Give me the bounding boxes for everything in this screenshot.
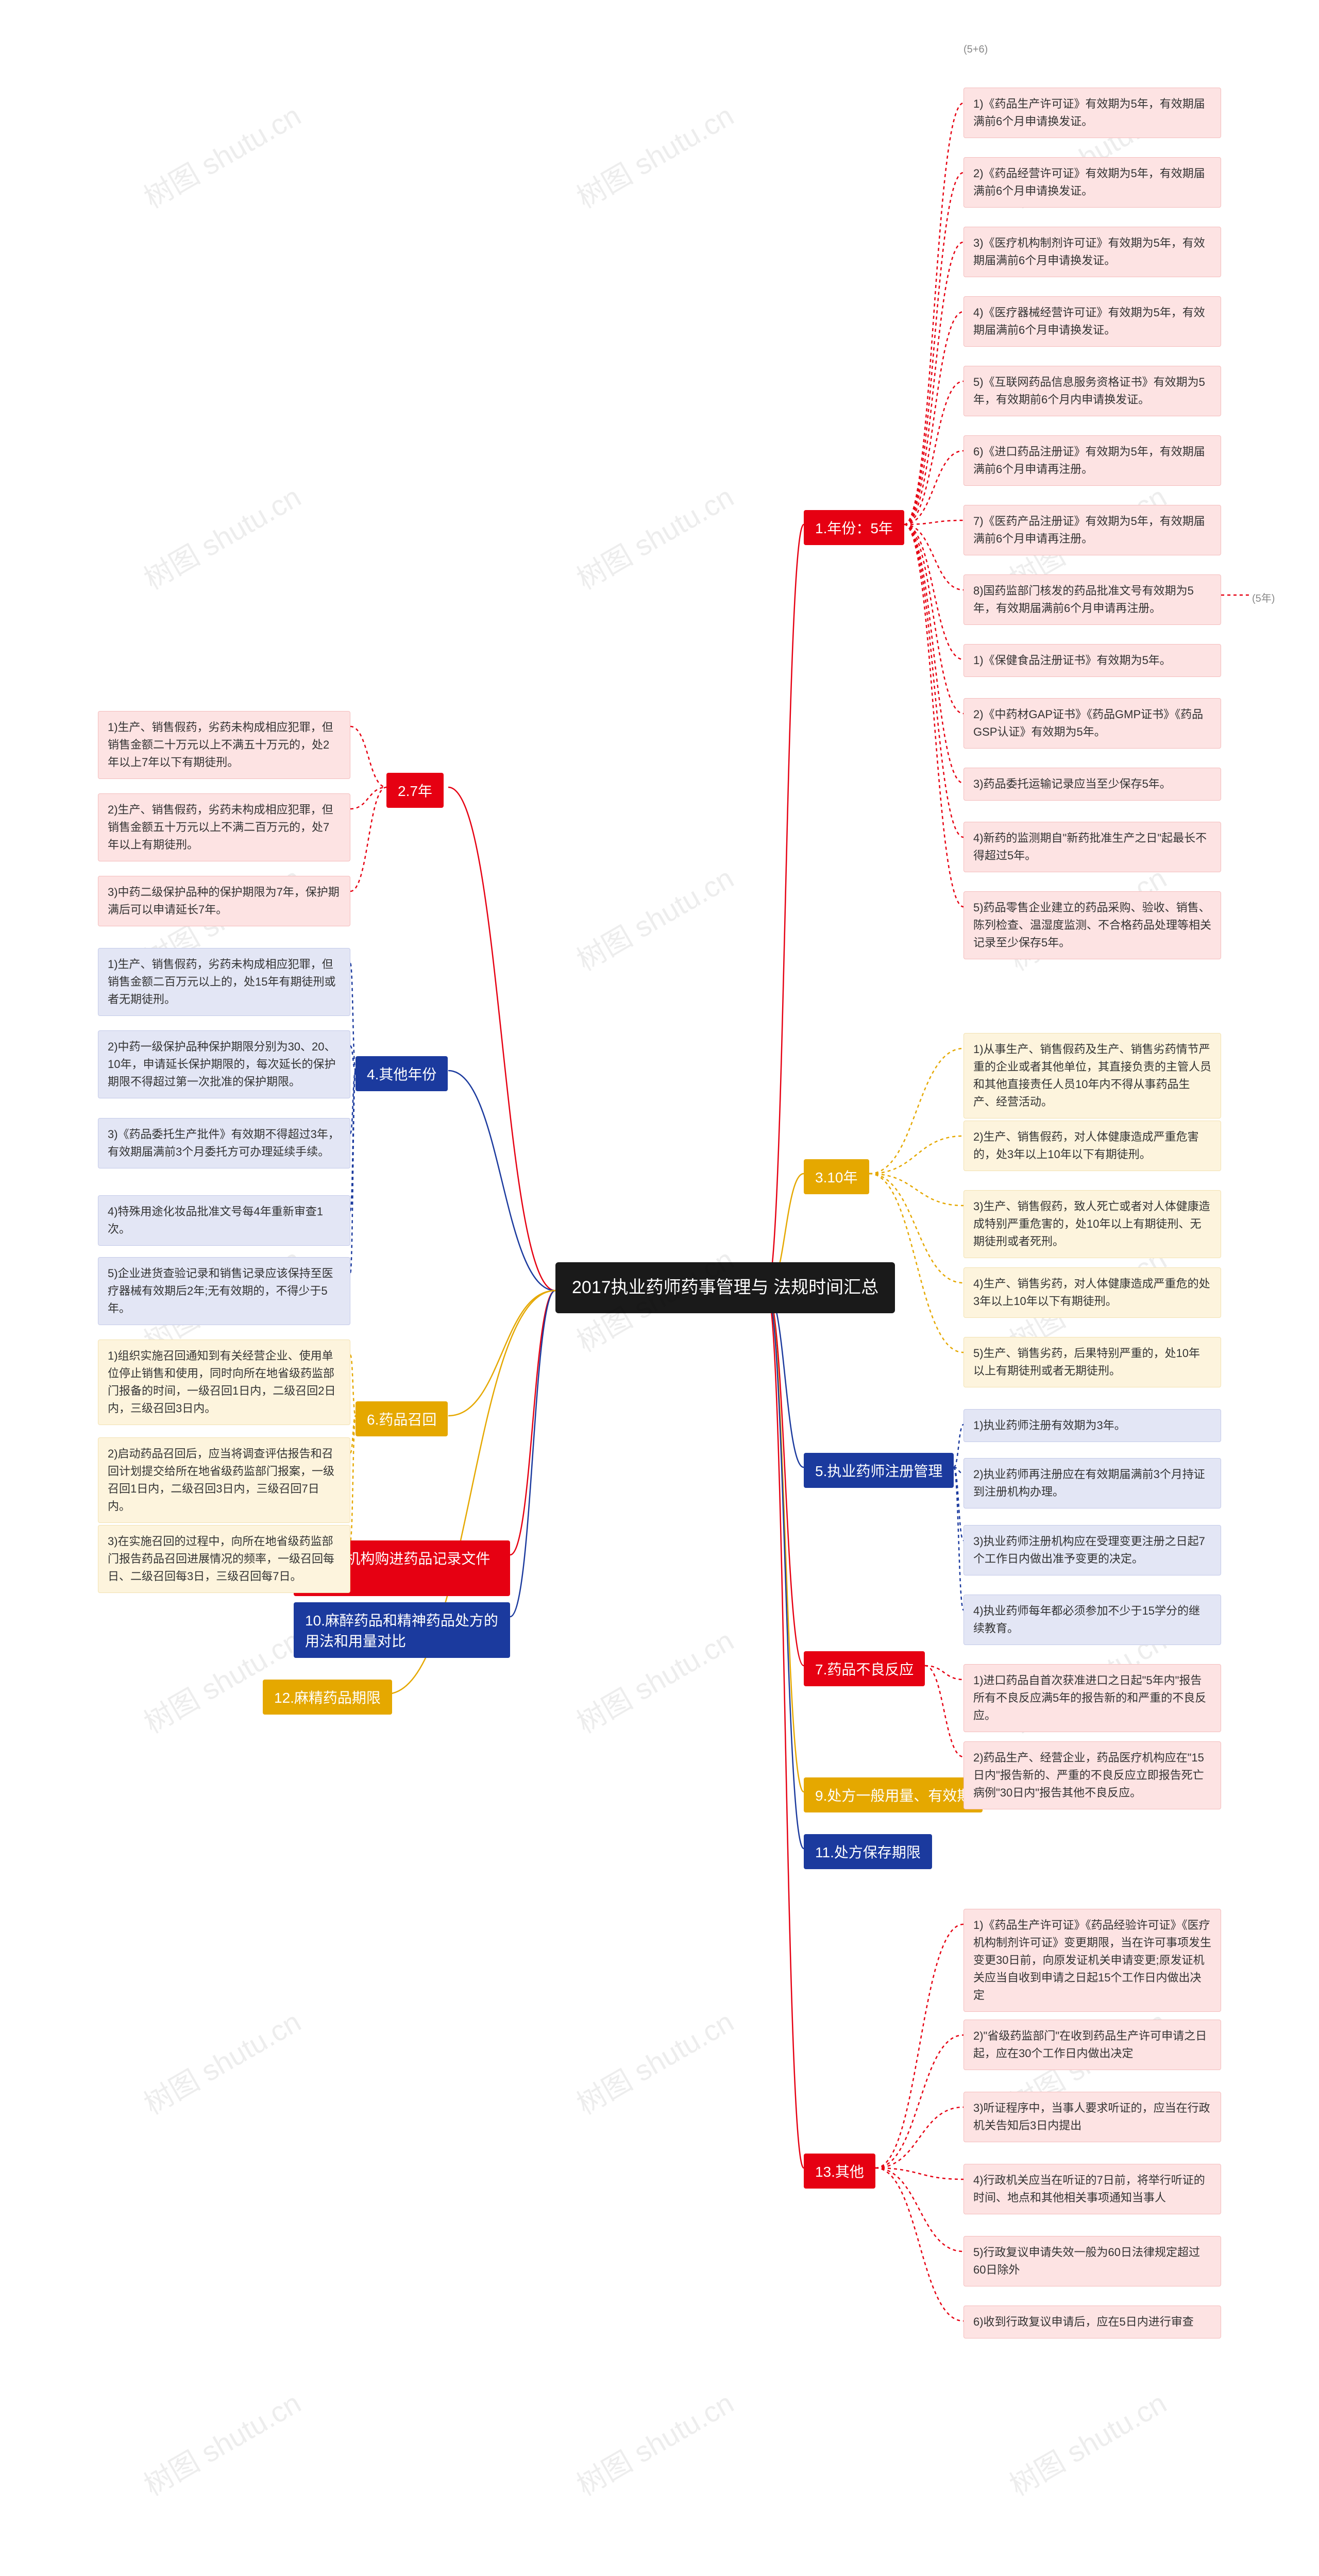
- branch-node: 2.7年: [386, 773, 444, 808]
- branch-node: 5.执业药师注册管理: [804, 1453, 954, 1488]
- watermark: 树图 shutu.cn: [568, 1618, 740, 1742]
- leaf-node: 1)《保健食品注册证书》有效期为5年。: [963, 644, 1221, 677]
- mindmap-root: 2017执业药师药事管理与 法规时间汇总: [555, 1262, 895, 1313]
- leaf-node: 1)进口药品自首次获准进口之日起"5年内"报告所有不良反应满5年的报告新的和严重…: [963, 1664, 1221, 1732]
- branch-node: 3.10年: [804, 1159, 869, 1194]
- leaf-node: 2)药品生产、经营企业，药品医疗机构应在"15日内"报告新的、严重的不良反应立即…: [963, 1741, 1221, 1809]
- annotation-tag: (5年): [1252, 590, 1275, 605]
- leaf-node: 3)《药品委托生产批件》有效期不得超过3年，有效期届满前3个月委托方可办理延续手…: [98, 1118, 350, 1168]
- branch-node: 1.年份：5年: [804, 510, 904, 545]
- leaf-node: 1)生产、销售假药，劣药未构成相应犯罪，但销售金额二十万元以上不满五十万元的，处…: [98, 711, 350, 779]
- leaf-node: 5)《互联网药品信息服务资格证书》有效期为5年，有效期前6个月内申请换发证。: [963, 366, 1221, 416]
- branch-node: 11.处方保存期限: [804, 1834, 932, 1869]
- leaf-node: 7)《医药产品注册证》有效期为5年，有效期届满前6个月申请再注册。: [963, 505, 1221, 555]
- root-title: 2017执业药师药事管理与 法规时间汇总: [572, 1278, 878, 1297]
- watermark: 树图 shutu.cn: [568, 2381, 740, 2504]
- leaf-node: 6)《进口药品注册证》有效期为5年，有效期届满前6个月申请再注册。: [963, 435, 1221, 486]
- leaf-node: 5)企业进货查验记录和销售记录应该保持至医疗器械有效期后2年;无有效期的，不得少…: [98, 1257, 350, 1325]
- branch-node: 4.其他年份: [356, 1056, 448, 1091]
- leaf-node: 2)生产、销售假药，对人体健康造成严重危害的，处3年以上10年以下有期徒刑。: [963, 1121, 1221, 1171]
- watermark: 树图 shutu.cn: [1001, 2381, 1173, 2504]
- leaf-node: 2)《药品经营许可证》有效期为5年，有效期届满前6个月申请换发证。: [963, 157, 1221, 208]
- leaf-node: 3)中药二级保护品种的保护期限为7年，保护期满后可以申请延长7年。: [98, 876, 350, 926]
- watermark: 树图 shutu.cn: [568, 474, 740, 598]
- watermark: 树图 shutu.cn: [135, 2381, 307, 2504]
- leaf-node: 4)特殊用途化妆品批准文号每4年重新审查1次。: [98, 1195, 350, 1246]
- leaf-node: 1)《药品生产许可证》《药品经验许可证》《医疗机构制剂许可证》变更期限，当在许可…: [963, 1909, 1221, 2012]
- leaf-node: 3)生产、销售假药，致人死亡或者对人体健康造成特别严重危害的，处10年以上有期徒…: [963, 1190, 1221, 1258]
- watermark: 树图 shutu.cn: [135, 1999, 307, 2123]
- leaf-node: 3)药品委托运输记录应当至少保存5年。: [963, 768, 1221, 801]
- leaf-node: 3)在实施召回的过程中，向所在地省级药监部门报告药品召回进展情况的频率，一级召回…: [98, 1525, 350, 1593]
- leaf-node: 5)药品零售企业建立的药品采购、验收、销售、陈列检查、温湿度监测、不合格药品处理…: [963, 891, 1221, 959]
- watermark: 树图 shutu.cn: [568, 1999, 740, 2123]
- leaf-node: 6)收到行政复议申请后，应在5日内进行审查: [963, 2306, 1221, 2338]
- annotation-tag: (5+6): [963, 44, 988, 56]
- leaf-node: 5)行政复议申请失效一般为60日法律规定超过60日除外: [963, 2236, 1221, 2286]
- watermark: 树图 shutu.cn: [135, 474, 307, 598]
- watermark: 树图 shutu.cn: [568, 856, 740, 979]
- leaf-node: 1)从事生产、销售假药及生产、销售劣药情节严重的企业或者其他单位，其直接负责的主…: [963, 1033, 1221, 1118]
- branch-node: 10.麻醉药品和精神药品处方的用法和用量对比: [294, 1602, 510, 1658]
- leaf-node: 2)《中药材GAP证书》《药品GMP证书》《药品GSP认证》有效期为5年。: [963, 698, 1221, 749]
- leaf-node: 2)"省级药监部门"在收到药品生产许可申请之日起，应在30个工作日内做出决定: [963, 2020, 1221, 2070]
- leaf-node: 4)《医疗器械经营许可证》有效期为5年，有效期届满前6个月申请换发证。: [963, 296, 1221, 347]
- leaf-node: 4)执业药师每年都必须参加不少于15学分的继续教育。: [963, 1595, 1221, 1645]
- branch-node: 12.麻精药品期限: [263, 1680, 392, 1715]
- leaf-node: 2)生产、销售假药，劣药未构成相应犯罪，但销售金额五十万元以上不满二百万元的，处…: [98, 793, 350, 861]
- branch-node: 9.处方一般用量、有效期: [804, 1777, 983, 1812]
- leaf-node: 8)国药监部门核发的药品批准文号有效期为5年，有效期届满前6个月申请再注册。: [963, 574, 1221, 625]
- watermark: 树图 shutu.cn: [568, 93, 740, 217]
- leaf-node: 5)生产、销售劣药，后果特别严重的，处10年以上有期徒刑或者无期徒刑。: [963, 1337, 1221, 1387]
- branch-node: 7.药品不良反应: [804, 1651, 925, 1686]
- leaf-node: 4)行政机关应当在听证的7日前，将举行听证的时间、地点和其他相关事项通知当事人: [963, 2164, 1221, 2214]
- leaf-node: 1)执业药师注册有效期为3年。: [963, 1409, 1221, 1442]
- leaf-node: 2)中药一级保护品种保护期限分别为30、20、10年，申请延长保护期限的，每次延…: [98, 1030, 350, 1098]
- leaf-node: 3)听证程序中，当事人要求听证的，应当在行政机关告知后3日内提出: [963, 2092, 1221, 2142]
- leaf-node: 1)组织实施召回通知到有关经营企业、使用单位停止销售和使用，同时向所在地省级药监…: [98, 1340, 350, 1425]
- branch-node: 13.其他: [804, 2154, 875, 2189]
- watermark: 树图 shutu.cn: [135, 93, 307, 217]
- leaf-node: 4)新药的监测期自"新药批准生产之日"起最长不得超过5年。: [963, 822, 1221, 872]
- leaf-node: 3)执业药师注册机构应在受理变更注册之日起7个工作日内做出准予变更的决定。: [963, 1525, 1221, 1575]
- leaf-node: 1)生产、销售假药，劣药未构成相应犯罪，但销售金额二百万元以上的，处15年有期徒…: [98, 948, 350, 1016]
- leaf-node: 2)启动药品召回后，应当将调查评估报告和召回计划提交给所在地省级药监部门报案，一…: [98, 1437, 350, 1523]
- leaf-node: 1)《药品生产许可证》有效期为5年，有效期届满前6个月申请换发证。: [963, 88, 1221, 138]
- leaf-node: 3)《医疗机构制剂许可证》有效期为5年，有效期届满前6个月申请换发证。: [963, 227, 1221, 277]
- leaf-node: 2)执业药师再注册应在有效期届满前3个月持证到注册机构办理。: [963, 1458, 1221, 1509]
- leaf-node: 4)生产、销售劣药，对人体健康造成严重危的处3年以上10年以下有期徒刑。: [963, 1267, 1221, 1318]
- branch-node: 6.药品召回: [356, 1401, 448, 1436]
